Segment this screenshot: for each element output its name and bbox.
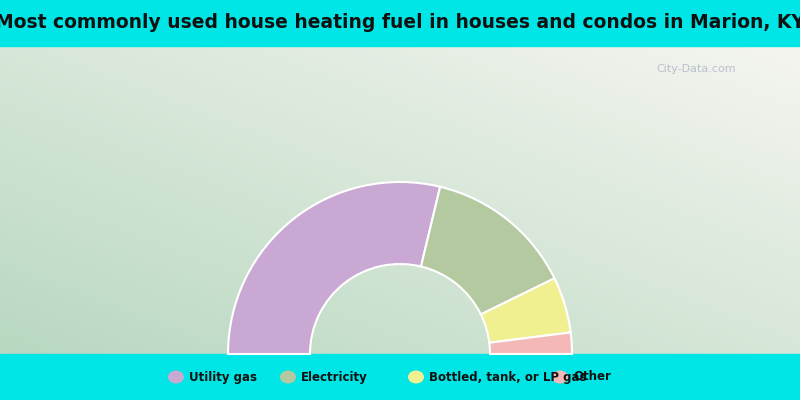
Text: Utility gas: Utility gas — [189, 370, 257, 384]
Wedge shape — [421, 187, 554, 314]
Wedge shape — [228, 182, 440, 354]
Text: City-Data.com: City-Data.com — [656, 64, 736, 74]
Ellipse shape — [168, 370, 184, 384]
Text: Most commonly used house heating fuel in houses and condos in Marion, KY: Most commonly used house heating fuel in… — [0, 14, 800, 32]
Wedge shape — [481, 278, 570, 343]
Bar — [0, 0, 800, 46]
Ellipse shape — [408, 370, 424, 384]
Ellipse shape — [552, 370, 568, 384]
Bar — [0, 354, 800, 400]
Text: Other: Other — [573, 370, 611, 384]
Ellipse shape — [280, 370, 296, 384]
Text: Electricity: Electricity — [301, 370, 368, 384]
Wedge shape — [490, 332, 572, 354]
Text: Bottled, tank, or LP gas: Bottled, tank, or LP gas — [429, 370, 586, 384]
